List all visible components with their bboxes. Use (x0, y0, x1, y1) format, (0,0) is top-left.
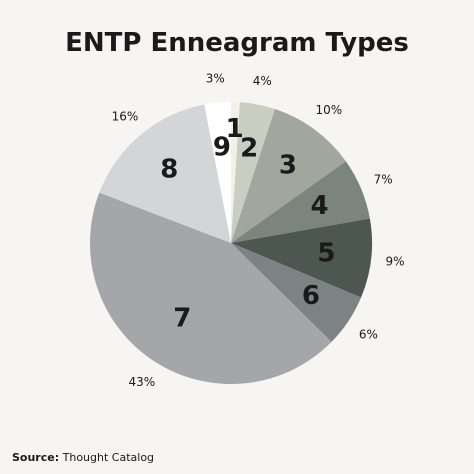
source-label: Source: (12, 451, 60, 464)
slice-percent-label: 16% (112, 110, 139, 124)
slice-number-label: 6 (302, 281, 320, 311)
slice-percent-label: 4% (253, 74, 272, 88)
pie-slice-type-4 (231, 161, 370, 243)
slice-percent-label: 3% (206, 72, 225, 86)
slice-percent-label: 10% (315, 103, 342, 117)
slice-number-label: 4 (310, 191, 328, 221)
pie-slice-type-5 (231, 218, 372, 298)
slice-number-label: 7 (173, 304, 191, 334)
slice-number-label: 8 (160, 154, 178, 184)
slice-percent-label: 43% (128, 375, 155, 389)
slice-number-label: 9 (213, 132, 231, 162)
pie-slice-type-3 (231, 109, 346, 243)
slice-percent-label: 9% (385, 254, 404, 268)
slice-number-label: 1 (226, 114, 244, 144)
slice-number-label: 3 (279, 151, 297, 181)
slice-percent-label: 7% (374, 172, 393, 186)
slice-percent-label: 6% (359, 327, 378, 341)
slice-number-label: 5 (317, 239, 335, 269)
source-line: Source: Thought Catalog (12, 451, 154, 464)
slice-number-label: 2 (240, 134, 258, 164)
chart-title: ENTP Enneagram Types (65, 28, 409, 58)
pie-slice-type-9 (204, 102, 231, 243)
pie-slice-type-1 (231, 102, 240, 243)
pie-slice-type-7 (90, 192, 332, 384)
pie-slice-type-8 (99, 104, 231, 243)
pie-slice-type-6 (231, 243, 362, 342)
pie-slice-type-2 (231, 102, 275, 244)
source-text: Thought Catalog (62, 451, 155, 464)
